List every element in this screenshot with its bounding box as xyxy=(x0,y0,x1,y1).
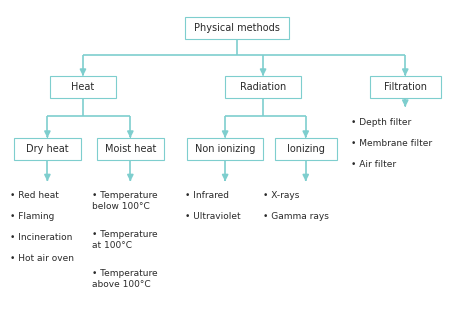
FancyBboxPatch shape xyxy=(187,138,263,160)
Text: • Temperature
below 100°C: • Temperature below 100°C xyxy=(92,191,158,211)
Text: • Membrane filter: • Membrane filter xyxy=(351,139,432,148)
Text: • Infrared: • Infrared xyxy=(185,191,229,200)
Text: • Flaming: • Flaming xyxy=(10,212,55,221)
FancyBboxPatch shape xyxy=(185,17,289,39)
Text: • Temperature
above 100°C: • Temperature above 100°C xyxy=(92,269,158,289)
Text: • Temperature
at 100°C: • Temperature at 100°C xyxy=(92,230,158,250)
FancyBboxPatch shape xyxy=(275,138,337,160)
Text: • Hot air oven: • Hot air oven xyxy=(10,254,74,263)
Text: • X-rays: • X-rays xyxy=(263,191,300,200)
Text: • Depth filter: • Depth filter xyxy=(351,118,411,127)
Text: Ionizing: Ionizing xyxy=(287,144,325,154)
Text: Physical methods: Physical methods xyxy=(194,23,280,33)
FancyBboxPatch shape xyxy=(50,76,116,98)
Text: • Red heat: • Red heat xyxy=(10,191,59,200)
Text: Heat: Heat xyxy=(71,82,95,92)
Text: Filtration: Filtration xyxy=(384,82,427,92)
FancyBboxPatch shape xyxy=(225,76,301,98)
Text: • Gamma rays: • Gamma rays xyxy=(263,212,329,221)
FancyBboxPatch shape xyxy=(97,138,164,160)
Text: Radiation: Radiation xyxy=(240,82,286,92)
Text: • Incineration: • Incineration xyxy=(10,233,73,242)
FancyBboxPatch shape xyxy=(14,138,81,160)
Text: Dry heat: Dry heat xyxy=(26,144,69,154)
FancyBboxPatch shape xyxy=(370,76,441,98)
Text: • Air filter: • Air filter xyxy=(351,160,396,169)
Text: Moist heat: Moist heat xyxy=(105,144,156,154)
Text: Non ionizing: Non ionizing xyxy=(195,144,255,154)
Text: • Ultraviolet: • Ultraviolet xyxy=(185,212,240,221)
